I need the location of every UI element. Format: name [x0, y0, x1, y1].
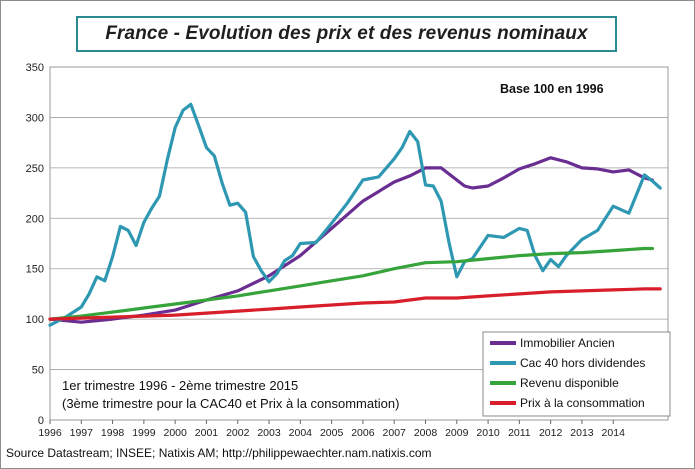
- plot-area: [49, 66, 669, 421]
- x-tick-label: 2001: [195, 427, 219, 439]
- x-tick-label: 2003: [257, 427, 281, 439]
- y-tick-label: 50: [32, 365, 44, 377]
- period-annotation-1: 1er trimestre 1996 - 2ème trimestre 2015: [62, 378, 298, 393]
- x-tick-label: 2006: [351, 427, 375, 439]
- y-tick-label: 150: [26, 264, 44, 276]
- x-tick-label: 2011: [508, 427, 531, 439]
- x-axis: 1996 1997 1998 1999 2000 2001 2002 2003 2004 2005…: [38, 420, 625, 439]
- base-annotation: Base 100 en 1996: [500, 82, 604, 96]
- x-tick-label: 2009: [445, 427, 469, 439]
- x-tick-label: 2005: [320, 427, 344, 439]
- gridlines: [49, 66, 669, 421]
- x-tick-label: 2004: [289, 427, 313, 439]
- series-line-cac-40-hors-dividendes: [48, 102, 662, 327]
- chart-title: France - Evolution des prix et des reven…: [105, 23, 588, 44]
- legend-label: Cac 40 hors dividendes: [520, 356, 645, 370]
- series-line-immobilier-ancien: [48, 156, 654, 324]
- legend-label: Immobilier Ancien: [520, 336, 615, 350]
- legend-label: Prix à la consommation: [520, 396, 645, 410]
- x-tick-label: 2008: [414, 427, 438, 439]
- y-tick-label: 200: [26, 213, 44, 225]
- series-line-revenu-disponible: [48, 246, 654, 321]
- y-tick-label: 300: [26, 112, 44, 124]
- legend: Immobilier Ancien Cac 40 hors dividendes R…: [482, 331, 671, 417]
- y-tick-label: 250: [26, 163, 44, 175]
- series-line-prix-la-consommation: [48, 287, 662, 321]
- x-tick-label: 2013: [570, 427, 594, 439]
- x-tick-label: 1998: [101, 427, 125, 439]
- x-tick-label: 2002: [226, 427, 250, 439]
- x-tick-label: 2012: [539, 427, 563, 439]
- series-lines: [48, 102, 662, 327]
- x-tick-label: 1999: [132, 427, 156, 439]
- x-tick-label: 1997: [70, 427, 94, 439]
- y-tick-label: 350: [26, 62, 44, 74]
- period-annotation-2: (3ème trimestre pour la CAC40 et Prix à …: [62, 396, 399, 411]
- y-tick-label: 0: [38, 415, 44, 427]
- legend-label: Revenu disponible: [520, 376, 619, 390]
- source-note: Source Datastream; INSEE; Natixis AM; ht…: [6, 446, 432, 460]
- x-tick-label: 2007: [383, 427, 407, 439]
- chart-title-box: France - Evolution des prix et des reven…: [76, 16, 617, 52]
- x-tick-label: 1996: [38, 427, 62, 439]
- y-tick-label: 100: [26, 314, 44, 326]
- x-tick-label: 2010: [476, 427, 500, 439]
- x-tick-label: 2014: [602, 427, 626, 439]
- x-tick-label: 2000: [163, 427, 187, 439]
- y-axis: 0 50 100 150 200 250 300 350: [26, 62, 44, 427]
